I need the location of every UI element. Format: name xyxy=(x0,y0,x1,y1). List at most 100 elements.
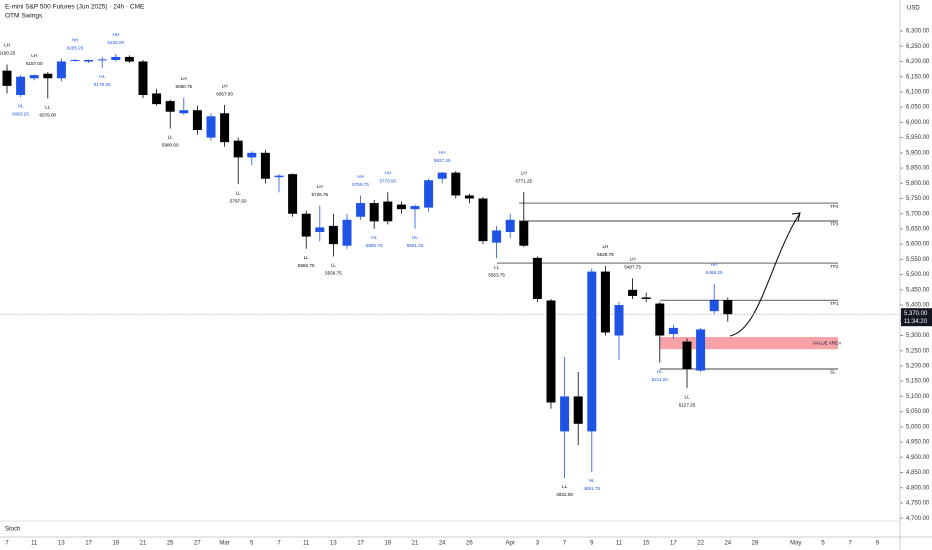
candle-body xyxy=(492,230,502,243)
y-tick-label: 5,000.00 xyxy=(906,424,930,430)
candle-body xyxy=(206,116,216,138)
candle-body xyxy=(709,300,719,312)
swing-kind: HL xyxy=(412,235,418,240)
x-tick-label: 9 xyxy=(590,541,594,547)
y-tick-label: 6,100.00 xyxy=(906,90,930,96)
candle-body xyxy=(587,271,597,432)
y-tick-label: 5,450.00 xyxy=(906,287,930,293)
swing-price: 5797.50 xyxy=(230,198,247,203)
x-tick-label: 13 xyxy=(330,541,337,547)
x-tick-label: 19 xyxy=(384,541,391,547)
level-label: TP4 xyxy=(830,204,839,209)
x-tick-label: 9 xyxy=(876,541,880,547)
swing-kind: LH xyxy=(222,83,228,88)
swing-price: 5837.25 xyxy=(434,158,451,163)
y-tick-label: 4,850.00 xyxy=(906,470,930,476)
swing-price: 5559.75 xyxy=(325,271,342,276)
x-tick-label: 3 xyxy=(536,541,540,547)
y-tick-label: 5,550.00 xyxy=(906,257,930,263)
x-tick-label: 26 xyxy=(466,541,473,547)
candle-body xyxy=(628,289,638,296)
stoch-label: Stoch xyxy=(5,527,20,533)
candle-body xyxy=(138,61,148,95)
level-label: TP2 xyxy=(830,264,839,269)
y-tick-label: 5,950.00 xyxy=(906,135,930,141)
candle-body xyxy=(233,140,243,158)
swing-kind: LH xyxy=(602,244,608,249)
candle-body xyxy=(29,75,39,79)
swing-price: 5771.25 xyxy=(515,178,532,183)
y-tick-label: 6,000.00 xyxy=(906,120,930,126)
last-price-label: 5,370.00 xyxy=(904,311,928,317)
swing-price: 5528.75 xyxy=(597,252,614,257)
swing-kind: HH xyxy=(112,32,119,37)
candle-body xyxy=(342,219,352,246)
swing-price: 5553.75 xyxy=(488,272,505,277)
candle-body xyxy=(464,195,474,199)
swing-price: 5980.00 xyxy=(162,143,179,148)
y-tick-label: 4,800.00 xyxy=(906,485,930,491)
candle-body xyxy=(192,110,202,130)
candle-body xyxy=(655,303,665,336)
candle-body xyxy=(560,396,570,432)
candle-body xyxy=(383,201,393,222)
candle-body xyxy=(70,59,80,61)
y-tick-label: 6,300.00 xyxy=(906,29,930,35)
swing-price: 5651.25 xyxy=(407,243,424,248)
swing-price: 4832.00 xyxy=(556,492,573,497)
swing-kind: HL xyxy=(589,478,595,483)
x-tick-label: 7 xyxy=(277,541,281,547)
candle-body xyxy=(532,257,542,299)
y-tick-label: 4,700.00 xyxy=(906,516,930,522)
candle-body xyxy=(315,227,325,232)
candle-body xyxy=(56,61,66,79)
candle-body xyxy=(437,172,447,179)
swing-price: 5127.25 xyxy=(679,402,696,407)
swing-kind: HH xyxy=(711,262,718,267)
swing-price: 5487.75 xyxy=(624,265,641,270)
swing-kind: HL xyxy=(371,235,377,240)
y-tick-label: 4,950.00 xyxy=(906,440,930,446)
y-tick-label: 6,250.00 xyxy=(906,44,930,50)
x-tick-label: May xyxy=(790,541,801,547)
swing-kind: HL xyxy=(657,369,663,374)
x-tick-label: 27 xyxy=(194,541,201,547)
swing-price: 6225.00 xyxy=(107,40,124,45)
y-tick-label: 5,250.00 xyxy=(906,348,930,354)
x-tick-label: 13 xyxy=(58,541,65,547)
swing-kind: LL xyxy=(236,190,242,195)
x-tick-label: 17 xyxy=(357,541,364,547)
swing-kind: LL xyxy=(494,264,500,269)
chart-title: E-mini S&P 500 Futures (Jun 2025) · 24h … xyxy=(5,4,145,11)
y-tick-label: 5,700.00 xyxy=(906,211,930,217)
swing-price: 5650.75 xyxy=(366,243,383,248)
x-tick-label: 21 xyxy=(412,541,419,547)
swing-kind: HH xyxy=(439,150,446,155)
candle-body xyxy=(723,300,733,315)
value-area-label: VALUE AREA xyxy=(813,340,842,345)
swing-price: 4851.75 xyxy=(583,486,600,491)
candle-body xyxy=(274,175,284,178)
swing-kind: HH xyxy=(384,170,391,175)
swing-price: 5726.75 xyxy=(311,192,328,197)
x-tick-label: Mar xyxy=(219,541,229,547)
x-tick-label: 7 xyxy=(849,541,853,547)
level-label: TP3 xyxy=(830,222,839,227)
candle-body xyxy=(220,113,230,143)
countdown: 11:34:20 xyxy=(904,319,928,325)
candle-body xyxy=(288,174,298,214)
y-tick-label: 6,150.00 xyxy=(906,74,930,80)
swing-kind: LH xyxy=(317,184,323,189)
candle-body xyxy=(43,73,53,79)
y-tick-label: 6,200.00 xyxy=(906,59,930,65)
y-tick-label: 6,050.00 xyxy=(906,105,930,111)
candle-body xyxy=(696,329,706,371)
candle-body xyxy=(301,213,311,237)
candle-body xyxy=(369,203,379,222)
swing-price: 5584.75 xyxy=(298,263,315,268)
level-label: TP1 xyxy=(830,301,839,306)
swing-kind: LH xyxy=(181,76,187,81)
candle-body xyxy=(668,327,678,334)
swing-kind: LL xyxy=(45,105,51,110)
y-tick-label: 5,050.00 xyxy=(906,409,930,415)
